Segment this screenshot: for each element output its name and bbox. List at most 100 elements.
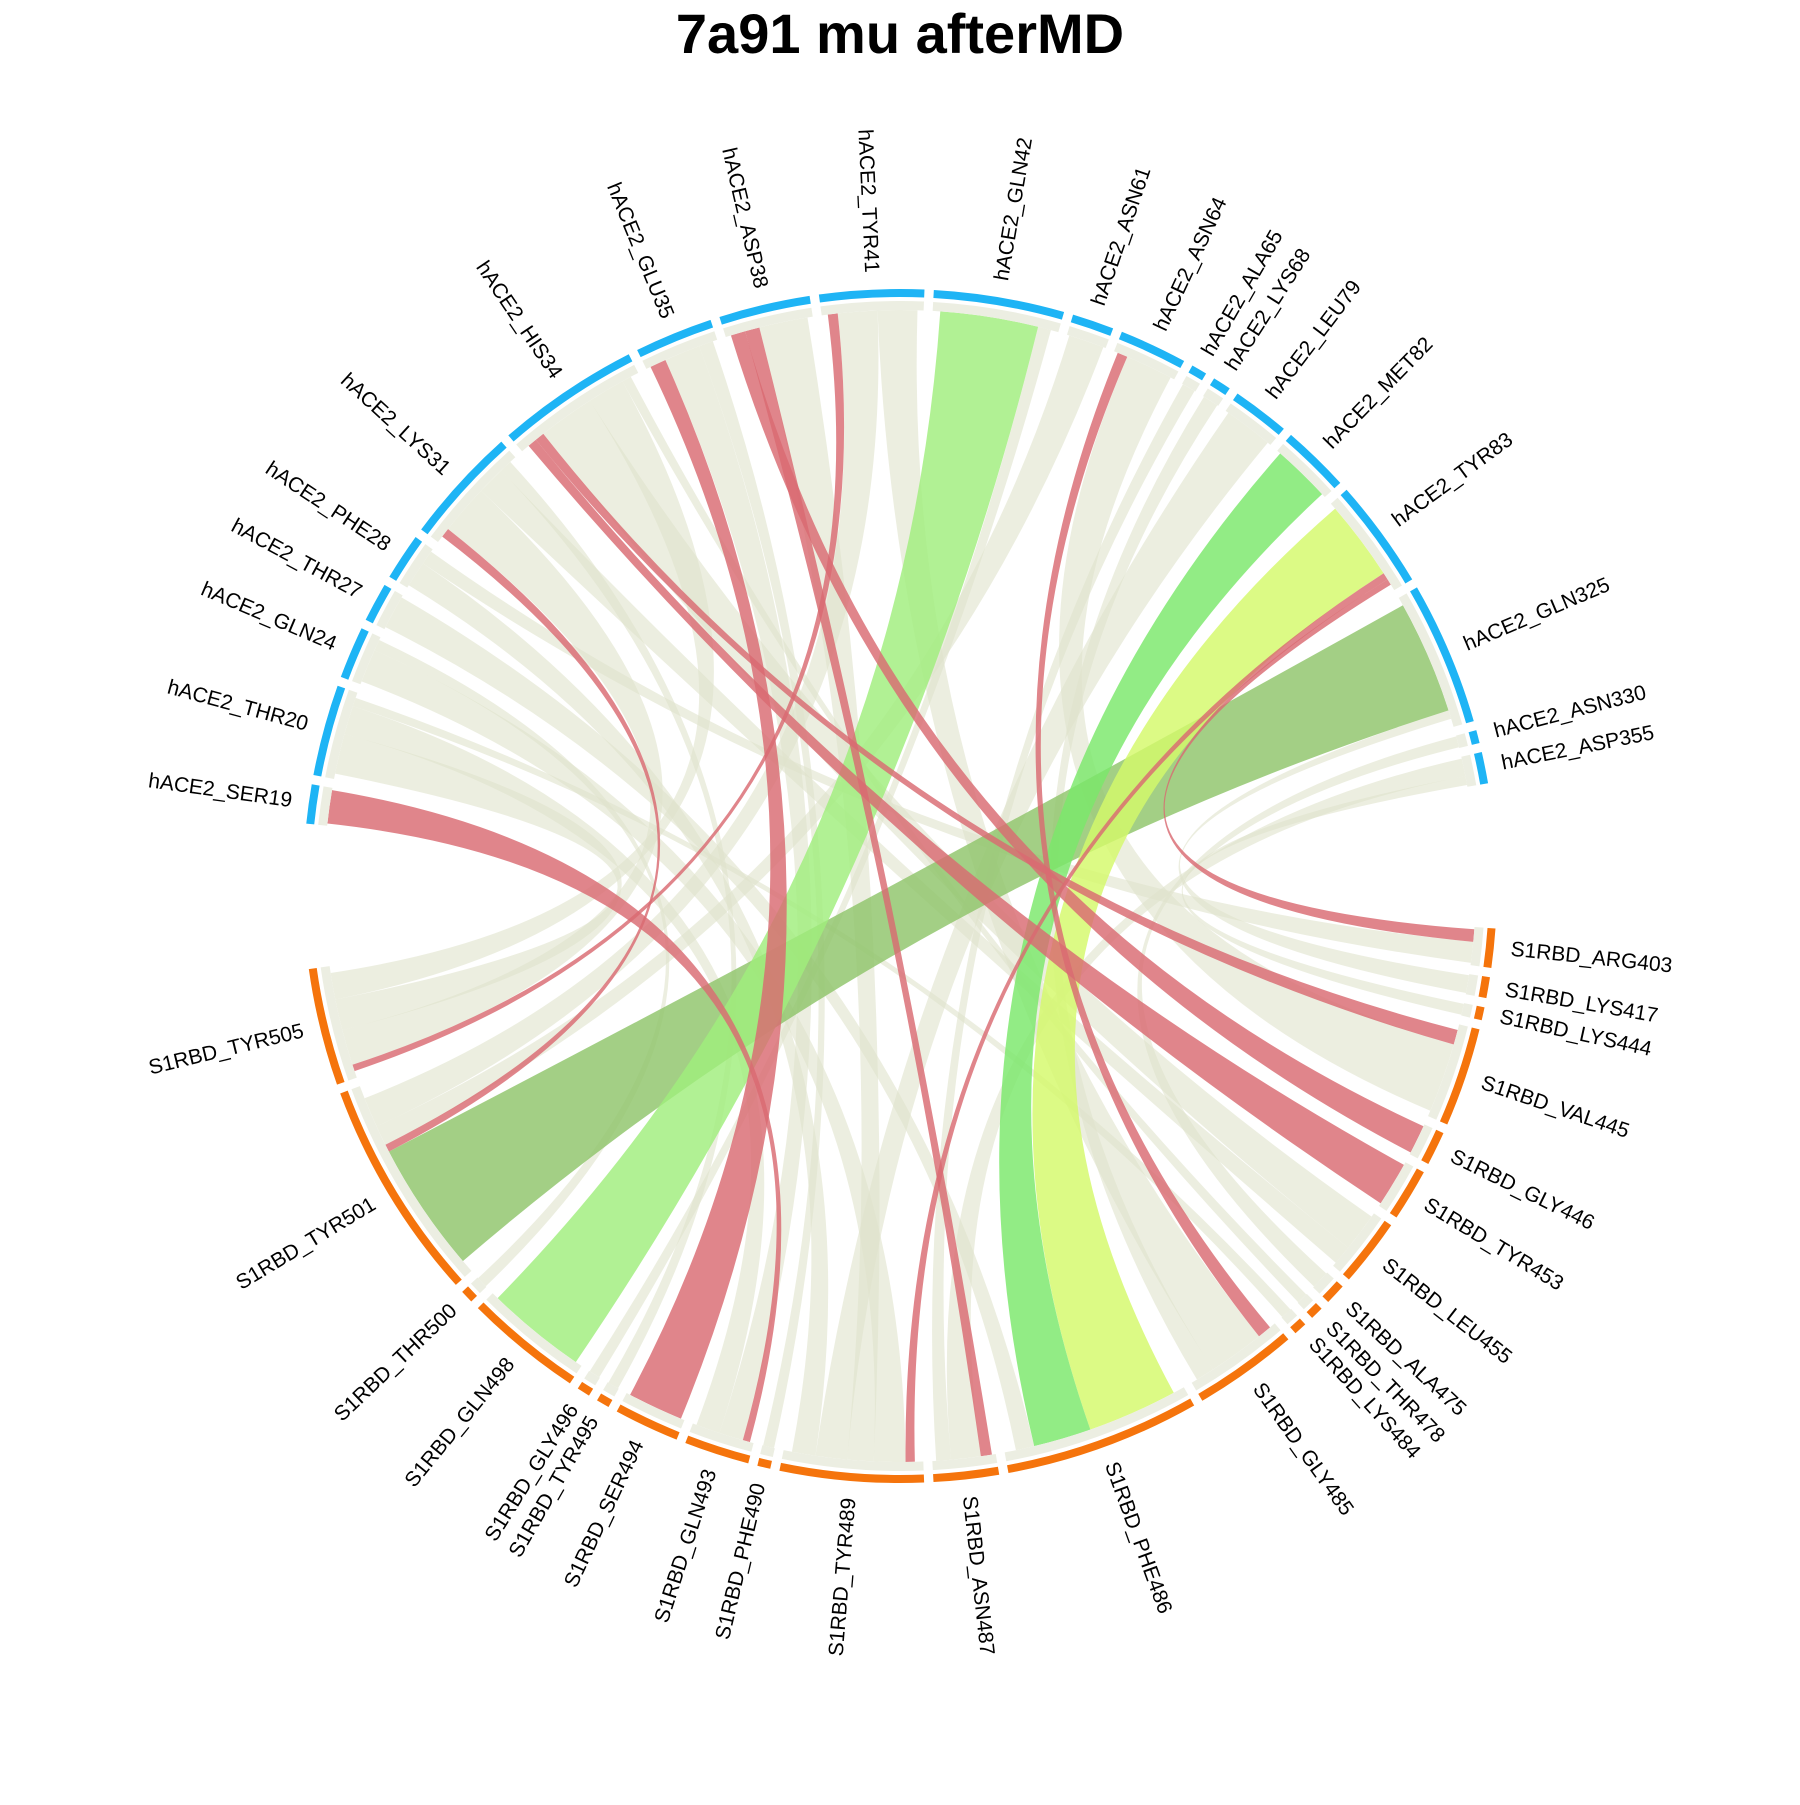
sector-band-s1rbd-gly446 bbox=[1409, 1124, 1433, 1159]
sector-track-hace2-ala65 bbox=[1188, 365, 1207, 381]
sector-band-hace2-thr27 bbox=[376, 590, 403, 630]
sector-band-hace2-tyr83 bbox=[1330, 497, 1402, 591]
sector-track-s1rbd-leu455 bbox=[1342, 1220, 1392, 1280]
sector-band-s1rbd-asn487 bbox=[932, 1453, 998, 1471]
sector-band-hace2-thr20 bbox=[325, 689, 358, 779]
sector-band-s1rbd-tyr505 bbox=[320, 966, 357, 1081]
sector-label-hace2-gln42: hACE2_GLN42 bbox=[990, 136, 1037, 283]
sector-band-s1rbd-tyr495 bbox=[603, 1382, 619, 1397]
sector-track-s1rbd-thr500 bbox=[462, 1286, 478, 1302]
sector-label-hace2-gln24: hACE2_GLN24 bbox=[198, 578, 341, 656]
sector-label-s1rbd-gly485: S1RBD_GLY485 bbox=[1248, 1379, 1358, 1520]
sector-band-s1rbd-gln493 bbox=[689, 1423, 754, 1452]
sector-track-hace2-lys68 bbox=[1209, 378, 1230, 395]
sector-track-s1rbd-gly496 bbox=[577, 1381, 594, 1396]
sector-label-s1rbd-tyr489: S1RBD_TYR489 bbox=[825, 1497, 861, 1657]
sector-band-s1rbd-gly485 bbox=[1191, 1323, 1281, 1391]
sector-band-s1rbd-gly496 bbox=[584, 1370, 600, 1386]
link-hace2-glu35-to-s1rbd-gln493 bbox=[665, 346, 812, 1441]
link-hace2-asp38-to-s1rbd-asn487 bbox=[745, 327, 992, 1457]
sector-band-s1rbd-ser494 bbox=[622, 1393, 685, 1429]
sector-track-s1rbd-ser494 bbox=[616, 1404, 680, 1440]
sector-band-s1rbd-arg403 bbox=[1470, 927, 1484, 967]
link-hace2-asp355-to-s1rbd-lys444 bbox=[1181, 776, 1468, 1015]
sector-track-s1rbd-tyr489 bbox=[779, 1462, 925, 1484]
tracks-layer bbox=[306, 288, 1496, 1484]
sector-label-s1rbd-tyr505: S1RBD_TYR505 bbox=[146, 1019, 306, 1079]
sector-track-hace2-asn330 bbox=[1468, 730, 1480, 745]
sector-track-hace2-tyr41 bbox=[818, 288, 925, 303]
link-hace2-tyr83-to-s1rbd-phe486 bbox=[1032, 508, 1384, 1430]
link-hace2-asn64-to-s1rbd-val445 bbox=[1059, 356, 1454, 1111]
sector-track-hace2-leu79 bbox=[1232, 393, 1284, 435]
sector-label-hace2-glu35: hACE2_GLU35 bbox=[602, 179, 678, 322]
sector-band-s1rbd-lys417 bbox=[1465, 974, 1479, 996]
link-hace2-lys31-to-s1rbd-leu455 bbox=[480, 470, 1349, 1263]
sector-track-hace2-gln42 bbox=[933, 289, 1065, 320]
sector-band-s1rbd-phe486 bbox=[1004, 1387, 1189, 1462]
sector-band-hace2-lys68 bbox=[1203, 388, 1224, 406]
sector-band-s1rbd-gln498 bbox=[486, 1293, 582, 1374]
sector-band-hace2-tyr41 bbox=[820, 301, 924, 316]
sector-band-hace2-ser19 bbox=[318, 786, 333, 826]
sector-band-hace2-lys31 bbox=[430, 450, 516, 543]
sector-band-hace2-asp38 bbox=[723, 307, 813, 337]
sector-band-s1rbd-tyr501 bbox=[351, 1086, 472, 1277]
sector-band-s1rbd-thr500 bbox=[470, 1277, 487, 1294]
sector-track-s1rbd-thr478 bbox=[1306, 1303, 1322, 1318]
link-hace2-his34-to-s1rbd-tyr453 bbox=[528, 439, 1404, 1204]
sector-band-hace2-ala65 bbox=[1182, 375, 1200, 392]
link-hace2-thr20-to-s1rbd-tyr505 bbox=[335, 733, 622, 1031]
sector-band-hace2-gln325 bbox=[1398, 593, 1463, 727]
link-hace2-met82-to-s1rbd-phe486 bbox=[999, 453, 1323, 1447]
sector-track-hace2-thr20 bbox=[313, 685, 346, 777]
sector-label-s1rbd-gln498: S1RBD_GLN498 bbox=[400, 1353, 519, 1491]
link-hace2-tyr41-to-s1rbd-gly485 bbox=[877, 310, 1260, 1370]
sector-track-s1rbd-tyr453 bbox=[1389, 1168, 1424, 1218]
link-hace2-his34-to-s1rbd-leu455 bbox=[543, 400, 1372, 1248]
sector-band-s1rbd-val445 bbox=[1428, 1024, 1468, 1120]
sector-band-hace2-glu35 bbox=[642, 331, 718, 369]
chart-title: 7a91 mu afterMD bbox=[675, 2, 1125, 65]
sector-track-s1rbd-ala475 bbox=[1322, 1281, 1343, 1303]
sector-track-hace2-phe28 bbox=[389, 537, 423, 581]
sector-track-hace2-thr27 bbox=[365, 584, 392, 624]
sector-label-hace2-asp38: hACE2_ASP38 bbox=[717, 145, 772, 290]
sector-track-hace2-his34 bbox=[508, 354, 633, 442]
sector-band-hace2-asn61 bbox=[1066, 326, 1109, 348]
sector-label-s1rbd-phe486: S1RBD_PHE486 bbox=[1100, 1459, 1176, 1617]
sector-band-hace2-asn330 bbox=[1456, 733, 1468, 748]
sector-track-s1rbd-tyr505 bbox=[308, 967, 345, 1085]
sector-label-hace2-tyr41: hACE2_TYR41 bbox=[853, 129, 883, 274]
sector-label-s1rbd-gln493: S1RBD_GLN493 bbox=[650, 1466, 721, 1625]
sector-track-s1rbd-lys444 bbox=[1473, 1005, 1485, 1021]
sector-band-hace2-leu79 bbox=[1225, 403, 1277, 445]
sector-track-hace2-gln325 bbox=[1410, 587, 1474, 724]
sector-band-hace2-met82 bbox=[1277, 443, 1332, 498]
sector-track-hace2-lys31 bbox=[421, 441, 507, 535]
sector-band-hace2-asp355 bbox=[1461, 754, 1477, 787]
link-hace2-thr20-to-s1rbd-gln493 bbox=[344, 706, 765, 1433]
sector-label-s1rbd-val445: S1RBD_VAL445 bbox=[1478, 1071, 1632, 1143]
sector-track-s1rbd-phe486 bbox=[1007, 1398, 1195, 1474]
sector-band-s1rbd-leu455 bbox=[1333, 1213, 1382, 1272]
sector-label-hace2-met82: hACE2_MET82 bbox=[1319, 333, 1437, 454]
link-hace2-phe28-to-s1rbd-tyr489 bbox=[408, 563, 829, 1456]
sector-track-hace2-gln24 bbox=[340, 628, 369, 680]
sector-track-hace2-asp38 bbox=[719, 295, 811, 325]
sector-band-hace2-asn64 bbox=[1114, 342, 1179, 380]
sector-track-s1rbd-gln498 bbox=[477, 1302, 575, 1384]
sector-label-hace2-ser19: hACE2_SER19 bbox=[147, 769, 294, 812]
sector-band-hace2-phe28 bbox=[399, 544, 433, 588]
sector-track-s1rbd-gly485 bbox=[1198, 1333, 1289, 1401]
sector-band-hace2-his34 bbox=[516, 364, 639, 452]
link-hace2-lys68-to-s1rbd-gly485 bbox=[1050, 396, 1218, 1380]
sector-label-s1rbd-arg403: S1RBD_ARG403 bbox=[1510, 938, 1674, 978]
sector-band-s1rbd-tyr453 bbox=[1379, 1162, 1414, 1211]
sector-track-hace2-ser19 bbox=[306, 784, 320, 825]
sector-track-hace2-met82 bbox=[1285, 434, 1341, 489]
sector-label-s1rbd-asn487: S1RBD_ASN487 bbox=[958, 1495, 999, 1656]
link-hace2-gln42-to-s1rbd-gln498 bbox=[497, 311, 1039, 1363]
sector-band-hace2-gln42 bbox=[932, 301, 1061, 333]
